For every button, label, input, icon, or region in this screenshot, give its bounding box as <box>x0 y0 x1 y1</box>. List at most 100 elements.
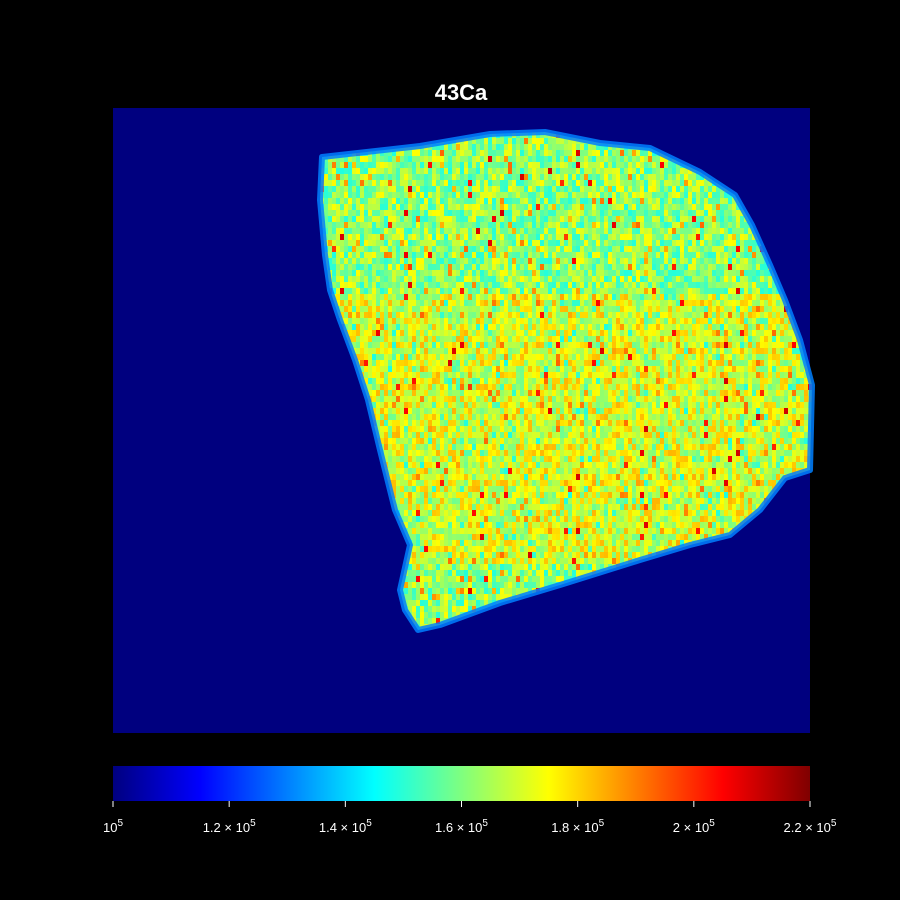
heatmap-cell <box>616 360 620 366</box>
heatmap-cell <box>528 186 532 192</box>
heatmap-cell <box>488 222 492 228</box>
heatmap-cell <box>352 276 356 282</box>
heatmap-cell <box>488 192 492 198</box>
heatmap-cell <box>652 174 656 180</box>
heatmap-cell <box>460 168 464 174</box>
heatmap-cell <box>608 324 612 330</box>
heatmap-cell <box>496 198 500 204</box>
heatmap-cell <box>420 288 424 294</box>
heatmap-cell <box>488 300 492 306</box>
heatmap-cell <box>472 354 476 360</box>
heatmap-cell <box>744 222 748 228</box>
heatmap-cell <box>696 348 700 354</box>
heatmap-cell <box>384 330 388 336</box>
heatmap-cell <box>632 246 636 252</box>
heatmap-cell <box>676 264 680 270</box>
heatmap-cell <box>676 240 680 246</box>
heatmap-cell <box>632 282 636 288</box>
heatmap-cell <box>484 270 488 276</box>
heatmap-cell <box>620 222 624 228</box>
heatmap-cell <box>636 210 640 216</box>
heatmap-cell <box>356 336 360 342</box>
heatmap-cell <box>540 348 544 354</box>
heatmap-cell <box>512 204 516 210</box>
heatmap-cell <box>688 288 692 294</box>
heatmap-cell <box>408 306 412 312</box>
heatmap-cell <box>484 294 488 300</box>
heatmap-cell <box>408 282 412 288</box>
heatmap-cell <box>508 336 512 342</box>
heatmap-cell <box>500 204 504 210</box>
heatmap-cell <box>596 246 600 252</box>
heatmap-cell <box>636 222 640 228</box>
heatmap-cell <box>380 216 384 222</box>
heatmap-cell <box>448 354 452 360</box>
heatmap-cell <box>380 204 384 210</box>
heatmap-cell <box>584 252 588 258</box>
heatmap-cell <box>648 252 652 258</box>
heatmap-cell <box>624 156 628 162</box>
heatmap-cell <box>416 270 420 276</box>
heatmap-cell <box>436 204 440 210</box>
heatmap-cell <box>572 330 576 336</box>
heatmap-cell <box>348 198 352 204</box>
heatmap-cell <box>420 348 424 354</box>
heatmap-cell <box>664 198 668 204</box>
heatmap-cell <box>548 372 552 378</box>
heatmap-cell <box>616 348 620 354</box>
heatmap-cell <box>668 342 672 348</box>
heatmap-cell <box>384 336 388 342</box>
heatmap-cell <box>640 294 644 300</box>
heatmap-cell <box>332 186 336 192</box>
heatmap-cell <box>644 234 648 240</box>
heatmap-cell <box>432 204 436 210</box>
heatmap-cell <box>784 342 788 348</box>
heatmap-cell <box>620 282 624 288</box>
heatmap-cell <box>472 210 476 216</box>
heatmap-cell <box>596 252 600 258</box>
heatmap-cell <box>708 294 712 300</box>
heatmap-cell <box>492 294 496 300</box>
heatmap-cell <box>408 330 412 336</box>
heatmap-cell <box>476 348 480 354</box>
heatmap-cell <box>640 366 644 372</box>
heatmap-cell <box>672 210 676 216</box>
heatmap-cell <box>632 156 636 162</box>
heatmap-cell <box>536 144 540 150</box>
heatmap-cell <box>620 198 624 204</box>
heatmap-cell <box>360 174 364 180</box>
heatmap-cell <box>588 288 592 294</box>
heatmap-cell <box>704 348 708 354</box>
heatmap-cell <box>528 240 532 246</box>
heatmap-cell <box>452 186 456 192</box>
heatmap-cell <box>624 324 628 330</box>
heatmap-cell <box>624 288 628 294</box>
heatmap-cell <box>472 342 476 348</box>
heatmap-cell <box>628 366 632 372</box>
heatmap-cell <box>520 306 524 312</box>
heatmap-cell <box>656 288 660 294</box>
heatmap-cell <box>572 168 576 174</box>
heatmap-cell <box>432 324 436 330</box>
heatmap-cell <box>424 312 428 318</box>
heatmap-cell <box>592 198 596 204</box>
heatmap-cell <box>456 336 460 342</box>
heatmap-cell <box>344 264 348 270</box>
heatmap-cell <box>512 372 516 378</box>
heatmap-cell <box>472 324 476 330</box>
heatmap-cell <box>736 324 740 330</box>
heatmap-cell <box>520 288 524 294</box>
heatmap-cell <box>500 306 504 312</box>
heatmap-cell <box>668 270 672 276</box>
heatmap-cell <box>568 210 572 216</box>
heatmap-cell <box>568 198 572 204</box>
heatmap-cell <box>688 198 692 204</box>
heatmap-cell <box>448 336 452 342</box>
heatmap-cell <box>528 192 532 198</box>
heatmap-cell <box>560 198 564 204</box>
heatmap-cell <box>784 336 788 342</box>
heatmap-cell <box>744 246 748 252</box>
heatmap-cell <box>648 276 652 282</box>
heatmap-cell <box>644 282 648 288</box>
heatmap-cell <box>676 168 680 174</box>
